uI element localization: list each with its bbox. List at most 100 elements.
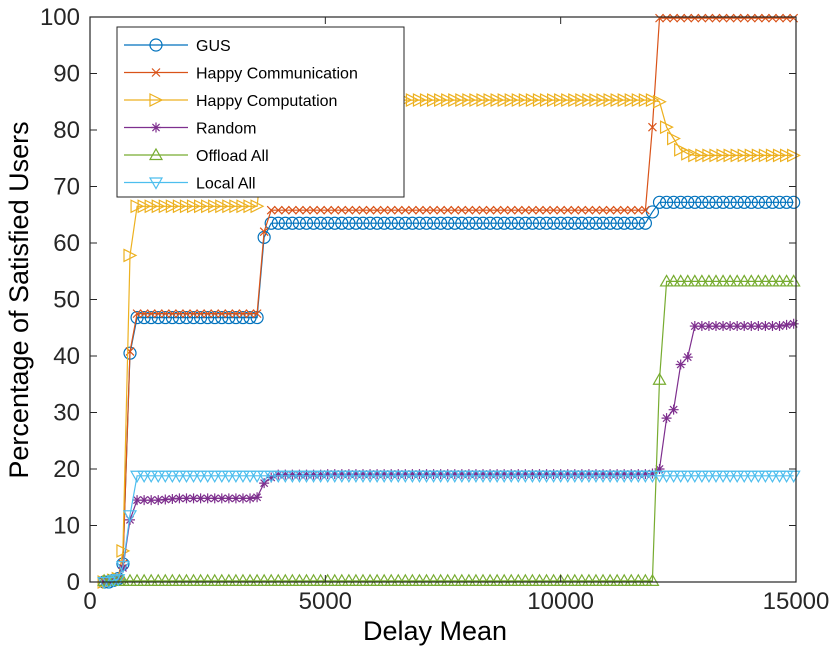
legend-label: Local All: [196, 176, 256, 193]
data-point-local-all: [539, 470, 554, 483]
data-point-happy-communication: [704, 13, 714, 23]
data-point-offload-all: [426, 573, 441, 586]
data-point-happy-computation: [179, 199, 194, 214]
data-point-offload-all: [617, 573, 632, 586]
data-point-gus: [617, 216, 631, 230]
data-point-local-all: [631, 470, 646, 483]
data-point-local-all: [370, 470, 385, 483]
data-point-random: [555, 469, 566, 480]
data-point-happy-communication: [655, 13, 664, 23]
data-point-random: [160, 494, 171, 505]
data-point-local-all: [567, 470, 582, 483]
data-point-happy-computation: [758, 148, 773, 163]
data-point-gus: [709, 195, 723, 209]
data-point-happy-communication: [203, 309, 213, 319]
data-point-local-all: [511, 470, 526, 483]
data-point-happy-communication: [415, 205, 424, 215]
data-point-offload-all: [624, 573, 639, 586]
data-point-offload-all: [341, 573, 356, 586]
data-point-happy-communication: [386, 205, 396, 215]
data-point-happy-computation: [165, 199, 180, 214]
data-point-local-all: [595, 470, 611, 483]
data-point-happy-computation: [158, 199, 173, 214]
data-point-happy-computation: [455, 93, 470, 108]
series-line-happy-computation: [104, 99, 794, 583]
data-point-happy-communication: [139, 309, 149, 319]
data-point-local-all: [786, 470, 801, 483]
data-point-offload-all: [701, 274, 716, 287]
data-point-happy-computation: [539, 93, 554, 108]
data-point-random: [357, 469, 368, 480]
data-point-happy-communication: [577, 205, 587, 215]
y-tick-label: 90: [53, 61, 80, 88]
legend-label: Happy Communication: [196, 66, 358, 83]
data-point-offload-all: [419, 573, 434, 586]
data-point-gus: [787, 195, 801, 209]
y-tick-label: 10: [53, 513, 80, 540]
data-point-local-all: [588, 470, 604, 483]
data-point-random: [696, 321, 707, 332]
data-point-offload-all: [370, 573, 385, 586]
data-point-happy-computation: [441, 93, 456, 108]
data-point-happy-computation: [426, 93, 441, 108]
data-point-happy-communication: [358, 205, 368, 215]
data-point-local-all: [574, 470, 589, 483]
data-point-happy-computation: [236, 199, 251, 214]
data-point-random: [612, 469, 623, 480]
data-point-gus: [695, 195, 709, 209]
data-point-offload-all: [355, 573, 371, 586]
data-point-local-all: [200, 470, 215, 483]
data-point-happy-computation: [483, 93, 498, 108]
data-point-local-all: [165, 470, 180, 483]
data-point-random: [237, 493, 248, 504]
data-point-happy-communication: [535, 205, 544, 215]
data-point-offload-all: [610, 573, 625, 586]
data-point-happy-computation: [730, 148, 745, 163]
data-point-happy-computation: [222, 199, 237, 214]
data-point-gus: [765, 195, 780, 209]
data-point-offload-all: [560, 573, 575, 586]
data-point-random: [125, 514, 136, 525]
y-tick-label: 50: [53, 287, 80, 314]
data-point-random: [407, 469, 418, 480]
data-point-happy-communication: [648, 122, 657, 132]
data-point-offload-all: [115, 573, 130, 586]
data-point-local-all: [122, 510, 138, 523]
data-point-local-all: [680, 470, 695, 483]
data-point-gus: [561, 216, 575, 230]
data-point-happy-computation: [194, 199, 208, 214]
data-point-offload-all: [278, 573, 293, 586]
data-point-random: [195, 493, 206, 504]
data-point-happy-communication: [506, 205, 516, 215]
data-point-happy-communication: [273, 205, 283, 215]
data-point-happy-communication: [330, 205, 340, 215]
data-point-happy-computation: [659, 120, 674, 135]
legend-marker-local-all: [148, 177, 164, 190]
data-point-offload-all: [363, 573, 378, 586]
data-point-happy-communication: [132, 309, 142, 319]
y-tick-label: 20: [53, 456, 80, 483]
data-point-local-all: [673, 470, 688, 483]
data-point-gus: [448, 216, 462, 230]
data-point-offload-all: [786, 274, 801, 287]
data-point-local-all: [214, 470, 229, 483]
data-point-gus: [441, 216, 455, 230]
data-point-offload-all: [193, 573, 208, 586]
data-point-random: [753, 321, 764, 332]
data-point-random: [562, 469, 573, 480]
data-point-random: [322, 469, 333, 480]
data-point-happy-computation: [667, 131, 681, 146]
legend-marker-gus: [149, 38, 163, 52]
data-point-random: [400, 469, 411, 480]
data-point-happy-communication: [782, 13, 792, 23]
data-point-local-all: [461, 470, 476, 483]
data-point-happy-communication: [182, 309, 191, 319]
data-point-local-all: [687, 470, 702, 483]
data-point-gus: [596, 216, 610, 230]
data-point-happy-communication: [210, 309, 220, 319]
data-point-local-all: [546, 470, 561, 483]
y-tick-label: 70: [53, 174, 80, 201]
data-point-happy-communication: [259, 227, 269, 237]
data-point-happy-communication: [436, 205, 446, 215]
data-point-happy-communication: [189, 309, 198, 319]
